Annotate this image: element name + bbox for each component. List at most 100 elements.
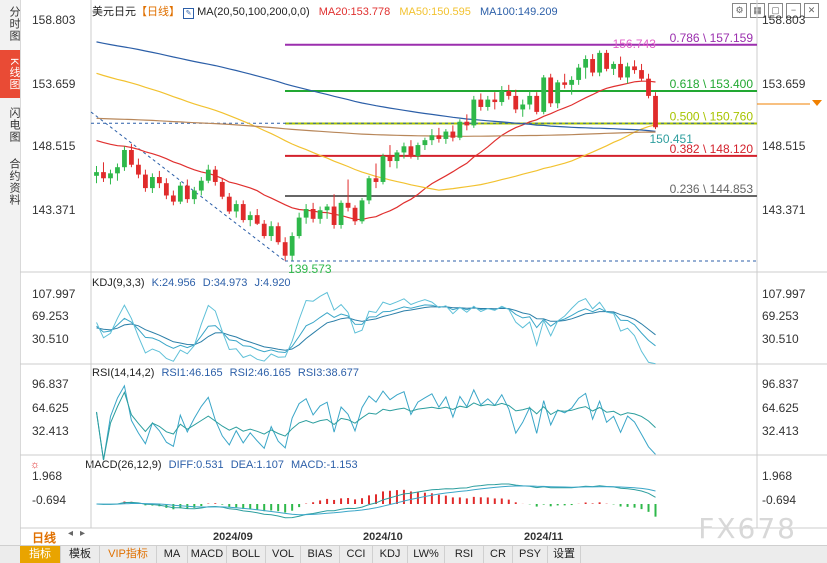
price-chart-canvas[interactable]: 158.803 153.659 148.515 143.371 158.803 … <box>0 0 827 545</box>
fibonacci-levels: 0.786 \ 157.159 0.618 \ 153.400 0.500 \ 15… <box>90 31 822 262</box>
ma100-line <box>96 41 656 132</box>
tab-indicators[interactable]: 指标 <box>20 546 61 563</box>
candle-body <box>569 79 575 85</box>
candle-body <box>143 174 148 189</box>
close-icon[interactable]: ✕ <box>804 3 819 18</box>
candle-body <box>275 226 281 243</box>
fib-label: 0.500 \ 150.760 <box>670 109 754 123</box>
tab-macd[interactable]: MACD <box>188 546 227 563</box>
tab-kdj[interactable]: KDJ <box>373 546 408 563</box>
tab-ma[interactable]: MA <box>157 546 188 563</box>
next-period-icon[interactable]: ▸ <box>80 528 86 539</box>
tab-boll[interactable]: BOLL <box>227 546 266 563</box>
fib-label: 0.786 \ 157.159 <box>670 31 754 45</box>
candle-body <box>352 207 358 222</box>
candle-body <box>380 156 386 182</box>
ma-settings-icon[interactable]: ✎ <box>183 8 195 19</box>
tab-rsi[interactable]: RSI <box>445 546 484 563</box>
tab-bias[interactable]: BIAS <box>301 546 340 563</box>
kdj-tick: 69.253 <box>32 309 69 323</box>
candle-body <box>163 183 169 196</box>
candle-body <box>632 66 637 71</box>
tab-kline-chart[interactable]: K线图 <box>0 50 20 98</box>
macd-dea-value: DEA:1.107 <box>230 459 284 471</box>
kdj-tick: 30.510 <box>32 332 69 346</box>
fib-label: 0.236 \ 144.853 <box>670 182 754 196</box>
tab-cr[interactable]: CR <box>484 546 513 563</box>
interval-label[interactable]: 【日线】 <box>136 6 180 18</box>
instrument-title: 美元日元 <box>92 6 136 18</box>
candle-body <box>625 66 630 78</box>
tab-lw[interactable]: LW% <box>408 546 445 563</box>
kdj-d-line <box>96 306 656 351</box>
kdj-tick: 107.997 <box>762 287 806 301</box>
candlesticks <box>94 49 658 261</box>
sun-icon[interactable]: ☼ <box>30 459 41 471</box>
window-icon[interactable]: ▢ <box>768 3 783 18</box>
tab-psy[interactable]: PSY <box>513 546 548 563</box>
kdj-legend: KDJ(9,3,3) K:24.956 D:34.973 J:4.920 <box>92 277 291 289</box>
candle-body <box>394 152 400 162</box>
tab-templates[interactable]: 模板 <box>61 546 100 563</box>
macd-histogram-value: MACD:-1.153 <box>291 459 358 471</box>
candle-body <box>443 131 449 139</box>
candle-body <box>618 63 623 78</box>
candle-body <box>387 156 393 162</box>
kdj-j-line <box>96 291 656 365</box>
tab-contract-info[interactable]: 合约资料 <box>8 158 20 206</box>
tab-cci[interactable]: CCI <box>340 546 373 563</box>
candle-body <box>506 90 512 96</box>
candle-body <box>513 95 519 110</box>
candle-body <box>597 52 603 73</box>
rsi-tick: 64.625 <box>32 401 69 415</box>
candle-body <box>219 181 225 197</box>
candle-body <box>338 202 344 225</box>
candle-body <box>198 180 204 191</box>
candle-body <box>94 172 99 176</box>
ma-parameters-label: MA(20,50,100,200,0,0) <box>197 6 310 18</box>
tab-vip-indicators[interactable]: VIP指标 <box>100 546 157 563</box>
price-tick: 143.371 <box>32 203 76 217</box>
candle-body <box>136 164 141 175</box>
candle-body <box>205 169 211 181</box>
x-tick: 2024/11 <box>524 531 563 543</box>
tab-vol[interactable]: VOL <box>266 546 301 563</box>
chart-settings-icon[interactable]: ⚙ <box>732 3 747 18</box>
rsi2-line <box>96 390 656 461</box>
period-selector[interactable]: 日线 ◂ ▸ <box>20 528 90 545</box>
candle-body <box>184 185 190 200</box>
indicator-lines <box>96 291 657 519</box>
candle-body <box>366 178 372 201</box>
macd-tick: -0.694 <box>762 493 796 507</box>
kdj-d-value: D:34.973 <box>202 277 248 289</box>
kdj-tick: 107.997 <box>32 287 76 301</box>
tab-timeshare-chart[interactable]: 分时图 <box>8 6 20 42</box>
candle-body <box>261 223 267 237</box>
rsi-tick: 32.413 <box>762 424 799 438</box>
candle-body <box>108 173 113 179</box>
candle-body <box>653 95 658 128</box>
price-tick: 143.371 <box>762 203 806 217</box>
candle-body <box>170 195 176 202</box>
x-tick: 2024/09 <box>213 531 253 543</box>
candle-body <box>492 99 498 103</box>
tab-flash-chart[interactable]: 闪电图 <box>8 107 20 143</box>
candle-body <box>401 146 407 153</box>
ma200-line <box>96 117 656 137</box>
indicator-tab-bar: 指标 模板 VIP指标 MA MACD BOLL VOL BIAS CCI KD… <box>0 545 827 563</box>
prev-period-icon[interactable]: ◂ <box>68 528 74 539</box>
candle-body <box>548 77 554 104</box>
candle-body <box>345 202 351 208</box>
macd-diff-line <box>96 483 656 519</box>
candle-body <box>464 121 470 126</box>
candle-body <box>485 99 491 107</box>
tab-settings[interactable]: 设置 <box>548 546 581 563</box>
price-tick: 153.659 <box>762 77 806 91</box>
candle-body <box>317 210 323 219</box>
candle-body <box>156 177 162 184</box>
candle-body <box>646 78 651 96</box>
swing-low-label: 139.573 <box>288 262 332 276</box>
macd-dea-line <box>96 485 656 516</box>
price-tick: 158.803 <box>32 13 76 27</box>
minimize-icon[interactable]: − <box>786 3 801 18</box>
